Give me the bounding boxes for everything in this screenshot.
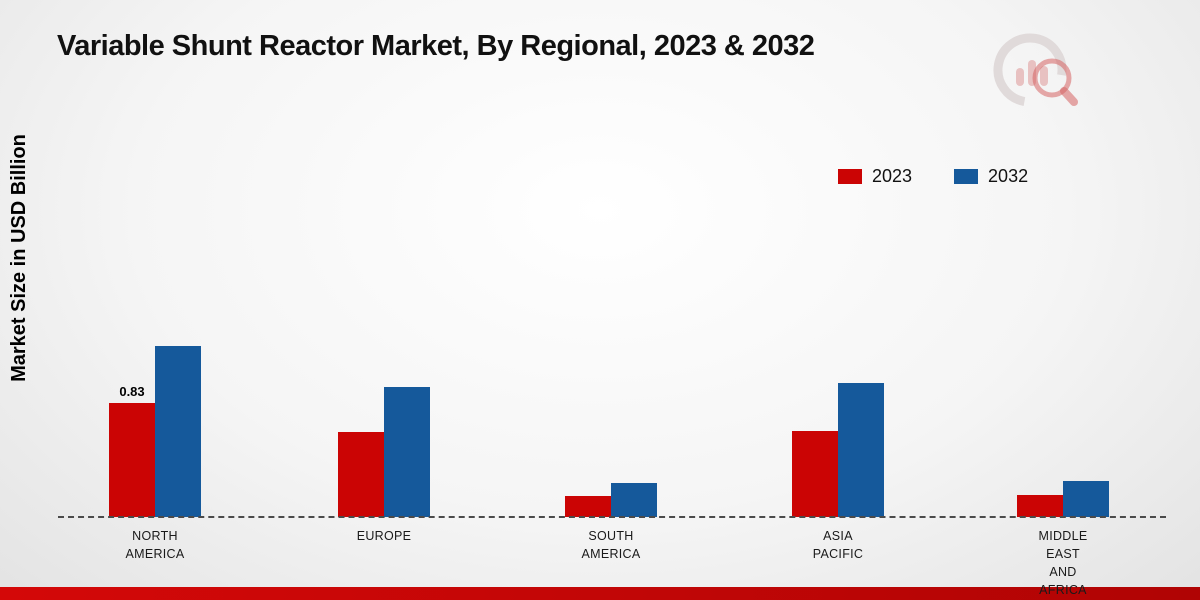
- bar-2023-north-america: [109, 403, 155, 517]
- bar-2032-north-america: [155, 346, 201, 517]
- bar-2032-middle-east-and-africa: [1063, 481, 1109, 517]
- logo-outer-ring: [993, 33, 1067, 107]
- legend-item-2032: 2032: [954, 166, 1028, 187]
- category-label-middle-east-and-africa: MIDDLE EAST AND AFRICA: [1038, 529, 1088, 598]
- footer-accent-bar: [0, 587, 1200, 600]
- bar-2023-middle-east-and-africa: [1017, 495, 1063, 517]
- logo-magnifier-ring: [1032, 58, 1072, 98]
- bar-2023-europe: [338, 432, 384, 517]
- bar-value-label-2023-north-america: 0.83: [119, 384, 145, 399]
- legend: 2023 2032: [838, 166, 1028, 187]
- legend-label-2032: 2032: [988, 166, 1029, 186]
- bar-2023-asia-pacific: [792, 431, 838, 517]
- bar-2032-asia-pacific: [838, 383, 884, 517]
- bar-2023-south-america: [565, 496, 611, 517]
- x-axis-baseline: [58, 516, 1166, 518]
- bar-2032-europe: [384, 387, 430, 517]
- bar-2032-south-america: [611, 483, 657, 517]
- legend-label-2023: 2023: [872, 166, 913, 186]
- logo-bar-2: [1028, 60, 1036, 86]
- market-research-logo: [993, 33, 1078, 107]
- category-label-europe: EUROPE: [356, 529, 412, 543]
- logo-bar-1: [1016, 68, 1024, 86]
- chart-title: Variable Shunt Reactor Market, By Region…: [57, 30, 815, 62]
- logo-bar-3: [1040, 66, 1048, 86]
- logo-magnifier-handle: [1060, 87, 1078, 106]
- legend-item-2023: 2023: [838, 166, 912, 187]
- category-label-asia-pacific: ASIA PACIFIC: [812, 529, 864, 562]
- legend-swatch-2032: [954, 169, 979, 184]
- legend-swatch-2023: [838, 169, 862, 184]
- category-label-south-america: SOUTH AMERICA: [581, 529, 641, 562]
- category-label-north-america: NORTH AMERICA: [125, 529, 185, 562]
